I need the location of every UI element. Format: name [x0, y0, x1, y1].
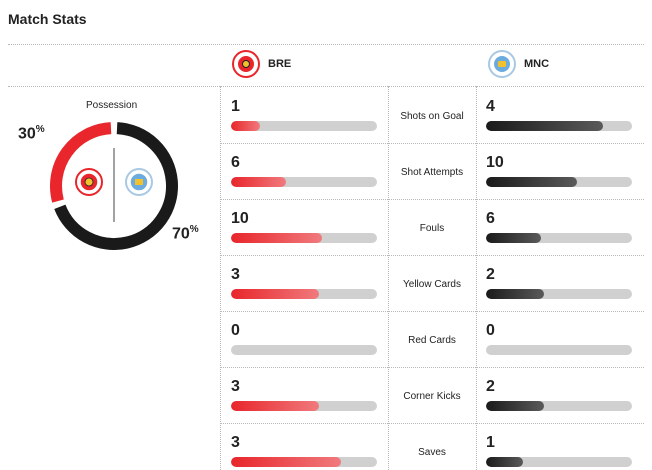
stat-row: 3 Saves 1 — [220, 424, 644, 470]
stat-bar-home — [231, 121, 377, 131]
stat-bar-fill-away — [486, 121, 603, 131]
possession-arc-home — [50, 122, 112, 203]
stat-label: Red Cards — [408, 334, 456, 346]
stat-bar-fill-home — [231, 289, 319, 299]
stat-label: Saves — [418, 446, 446, 458]
stat-value-home: 1 — [231, 98, 240, 115]
stat-value-home: 3 — [231, 266, 240, 283]
stat-label: Corner Kicks — [403, 390, 461, 402]
column-divider — [220, 86, 221, 470]
stat-bar-away — [486, 233, 632, 243]
stat-bar-away — [486, 457, 632, 467]
stat-value-home: 0 — [231, 322, 240, 339]
stat-value-away: 10 — [486, 154, 504, 171]
stat-row: 10 Fouls 6 — [220, 200, 644, 256]
stat-bar-fill-home — [231, 233, 323, 243]
stat-value-home: 6 — [231, 154, 240, 171]
stat-bar-fill-home — [231, 401, 319, 411]
stat-bar-fill-away — [486, 177, 578, 187]
manchester-city-crest-icon — [125, 168, 153, 196]
stat-value-away: 0 — [486, 322, 495, 339]
stat-bar-away — [486, 345, 632, 355]
team-abbr-away: MNC — [524, 58, 550, 70]
possession-home-pct: 30% — [18, 124, 45, 143]
stat-bar-home — [231, 345, 377, 355]
team-abbr-home: BRE — [268, 58, 292, 70]
stat-bar-home — [231, 457, 377, 467]
team-header-home: BRE — [232, 50, 291, 78]
stat-bar-away — [486, 121, 632, 131]
stat-bar-away — [486, 289, 632, 299]
stat-label: Yellow Cards — [403, 278, 461, 290]
stat-bar-fill-home — [231, 457, 341, 467]
stat-value-home: 3 — [231, 378, 240, 395]
stat-value-home: 10 — [231, 210, 249, 227]
stat-row: 1 Shots on Goal 4 — [220, 88, 644, 144]
brentford-crest-icon — [232, 50, 260, 78]
stat-value-away: 1 — [486, 434, 495, 451]
column-divider — [388, 86, 389, 470]
stat-row: 0 Red Cards 0 — [220, 312, 644, 368]
team-header-away: MNC — [488, 50, 549, 78]
stat-value-home: 3 — [231, 434, 240, 451]
stat-bar-fill-home — [231, 177, 286, 187]
stat-row: 6 Shot Attempts 10 — [220, 144, 644, 200]
stat-bar-fill-home — [231, 121, 261, 131]
stat-value-away: 6 — [486, 210, 495, 227]
stat-row: 3 Yellow Cards 2 — [220, 256, 644, 312]
column-divider — [476, 86, 477, 470]
stat-label: Shot Attempts — [400, 166, 464, 178]
manchester-city-crest-icon — [488, 50, 516, 78]
stat-bar-home — [231, 401, 377, 411]
stat-bar-home — [231, 177, 377, 187]
stat-bar-fill-away — [486, 233, 541, 243]
stat-value-away: 2 — [486, 378, 495, 395]
possession-label: Possession — [86, 100, 138, 111]
stat-bar-fill-away — [486, 401, 545, 411]
divider — [8, 86, 644, 87]
possession-away-pct: 70% — [172, 224, 199, 243]
stat-bar-away — [486, 401, 632, 411]
possession-arc-away — [54, 122, 178, 250]
stat-row: 3 Corner Kicks 2 — [220, 368, 644, 424]
stat-label: Shots on Goal — [400, 110, 464, 122]
stat-bar-fill-away — [486, 289, 545, 299]
stat-bar-home — [231, 233, 377, 243]
stat-value-away: 2 — [486, 266, 495, 283]
brentford-crest-icon — [75, 168, 103, 196]
divider — [8, 44, 644, 45]
stat-value-away: 4 — [486, 98, 495, 115]
match-stats-title: Match Stats — [8, 11, 87, 27]
stat-label: Fouls — [419, 222, 445, 234]
stat-bar-fill-away — [486, 457, 523, 467]
stat-bar-away — [486, 177, 632, 187]
possession-donut-chart — [50, 122, 178, 250]
stat-bar-home — [231, 289, 377, 299]
